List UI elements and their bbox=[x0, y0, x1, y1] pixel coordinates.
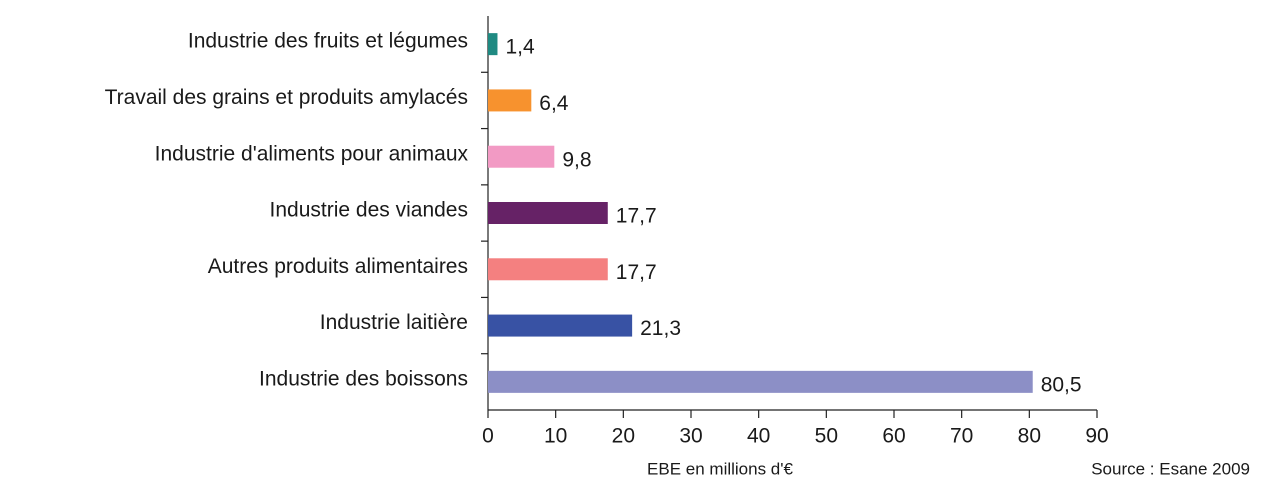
x-tick-label: 20 bbox=[612, 425, 635, 448]
source: Source : Esane 2009 bbox=[1091, 459, 1250, 478]
y-tick-label: Autres produits alimentaires bbox=[208, 255, 468, 278]
y-tick-label: Industrie laitière bbox=[320, 311, 468, 334]
y-tick-label: Industrie d'aliments pour animaux bbox=[155, 142, 469, 165]
x-tick-label: 0 bbox=[482, 425, 494, 448]
value-label: 17,7 bbox=[616, 205, 657, 228]
x-tick-label: 40 bbox=[747, 425, 770, 448]
bar bbox=[488, 258, 608, 281]
value-label: 21,3 bbox=[640, 317, 681, 340]
bar bbox=[488, 145, 555, 168]
bar bbox=[488, 33, 498, 56]
value-label: 9,8 bbox=[562, 148, 591, 171]
y-tick-label: Industrie des viandes bbox=[270, 199, 468, 222]
x-axis-label: EBE en millions d'€ bbox=[647, 459, 793, 478]
y-tick-label: Industrie des fruits et légumes bbox=[188, 30, 468, 53]
value-label: 6,4 bbox=[539, 92, 569, 115]
value-label: 17,7 bbox=[616, 261, 657, 284]
bar bbox=[488, 370, 1033, 393]
x-tick-label: 10 bbox=[544, 425, 567, 448]
bar bbox=[488, 314, 633, 337]
x-tick-label: 30 bbox=[679, 425, 702, 448]
x-tick-label: 50 bbox=[815, 425, 838, 448]
x-tick-label: 80 bbox=[1018, 425, 1041, 448]
y-tick-label: Travail des grains et produits amylacés bbox=[105, 86, 468, 109]
x-tick-label: 70 bbox=[950, 425, 973, 448]
x-tick-label: 90 bbox=[1085, 425, 1108, 448]
value-label: 80,5 bbox=[1041, 373, 1082, 396]
bar bbox=[488, 202, 608, 224]
value-label: 1,4 bbox=[505, 36, 535, 59]
y-tick-label: Industrie des boissons bbox=[259, 367, 468, 390]
x-tick-label: 60 bbox=[882, 425, 905, 448]
bar bbox=[488, 89, 532, 112]
